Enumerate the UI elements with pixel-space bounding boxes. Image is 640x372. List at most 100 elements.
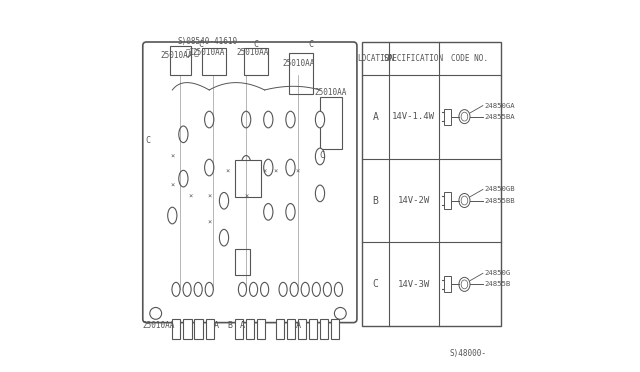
Bar — [362, 42, 501, 326]
Text: S)08540-41610: S)08540-41610 — [178, 37, 238, 46]
Ellipse shape — [264, 203, 273, 220]
Bar — [170, 46, 191, 75]
Bar — [235, 249, 250, 275]
Ellipse shape — [312, 282, 321, 296]
Ellipse shape — [205, 282, 213, 296]
Ellipse shape — [316, 185, 324, 202]
Bar — [195, 319, 203, 339]
Text: 24855B: 24855B — [484, 281, 511, 288]
Ellipse shape — [279, 282, 287, 296]
Text: B: B — [227, 321, 232, 330]
Bar — [289, 53, 312, 94]
Text: 25010AA: 25010AA — [237, 48, 269, 57]
Text: A: A — [240, 321, 245, 330]
Bar — [331, 319, 339, 339]
Text: ×: × — [170, 183, 175, 189]
Text: ×: × — [189, 194, 193, 200]
Text: ×: × — [207, 220, 211, 226]
Bar — [246, 319, 254, 339]
Ellipse shape — [250, 282, 258, 296]
Bar — [444, 109, 451, 125]
Text: LOCATION: LOCATION — [357, 54, 394, 63]
Bar — [235, 319, 243, 339]
Bar — [444, 192, 451, 209]
Ellipse shape — [183, 282, 191, 296]
Ellipse shape — [179, 126, 188, 142]
Bar — [298, 319, 306, 339]
Text: ×: × — [244, 194, 248, 200]
Ellipse shape — [316, 111, 324, 128]
Text: 24850G: 24850G — [484, 270, 511, 276]
Text: C: C — [253, 41, 258, 49]
Ellipse shape — [323, 282, 332, 296]
Bar — [287, 319, 295, 339]
Ellipse shape — [205, 111, 214, 128]
Text: A: A — [372, 112, 378, 122]
Bar — [202, 48, 226, 75]
Text: ×: × — [170, 154, 175, 160]
Text: 25010AA: 25010AA — [282, 59, 315, 68]
Text: 25010AA: 25010AA — [314, 89, 347, 97]
Text: ×: × — [296, 168, 300, 174]
Text: 25010AA: 25010AA — [161, 51, 193, 61]
Bar — [205, 319, 214, 339]
Bar — [309, 319, 317, 339]
FancyBboxPatch shape — [143, 42, 357, 323]
Bar — [257, 319, 266, 339]
Text: SPECIFICATION: SPECIFICATION — [383, 54, 444, 63]
Ellipse shape — [179, 170, 188, 187]
Bar — [444, 276, 451, 292]
Ellipse shape — [286, 159, 295, 176]
Ellipse shape — [239, 282, 246, 296]
Ellipse shape — [172, 282, 180, 296]
Text: C: C — [146, 137, 151, 145]
Ellipse shape — [241, 155, 251, 172]
Text: （I）: （I） — [185, 48, 199, 57]
Ellipse shape — [264, 159, 273, 176]
Bar — [320, 97, 342, 149]
Text: ×: × — [262, 168, 267, 174]
Ellipse shape — [290, 282, 298, 296]
Ellipse shape — [205, 159, 214, 176]
Text: 24850GA: 24850GA — [484, 103, 515, 109]
Text: 14V-2W: 14V-2W — [397, 196, 430, 205]
Text: A: A — [214, 321, 219, 330]
Ellipse shape — [286, 111, 295, 128]
Text: C: C — [308, 41, 313, 49]
Text: ×: × — [207, 194, 211, 200]
Text: ×: × — [273, 168, 278, 174]
Bar — [320, 319, 328, 339]
Bar — [172, 319, 180, 339]
Bar — [244, 48, 268, 75]
Ellipse shape — [459, 110, 470, 124]
Text: B: B — [372, 196, 378, 205]
Text: C: C — [319, 151, 324, 160]
Text: 14V-1.4W: 14V-1.4W — [392, 112, 435, 121]
Ellipse shape — [220, 192, 228, 209]
Ellipse shape — [286, 203, 295, 220]
Text: A: A — [295, 321, 300, 330]
Bar — [184, 319, 191, 339]
Ellipse shape — [241, 111, 251, 128]
Ellipse shape — [194, 282, 202, 296]
Bar — [276, 319, 284, 339]
Text: C: C — [198, 41, 204, 49]
Ellipse shape — [461, 196, 468, 205]
Ellipse shape — [316, 148, 324, 165]
Text: S)48000-: S)48000- — [449, 349, 486, 358]
Ellipse shape — [264, 111, 273, 128]
Ellipse shape — [461, 112, 468, 121]
Ellipse shape — [301, 282, 309, 296]
Text: 24855BB: 24855BB — [484, 198, 515, 203]
Ellipse shape — [461, 280, 468, 289]
Text: 25010AA: 25010AA — [193, 48, 225, 57]
Bar — [235, 160, 261, 197]
Ellipse shape — [220, 230, 228, 246]
Ellipse shape — [168, 207, 177, 224]
Text: 24855BA: 24855BA — [484, 113, 515, 120]
Circle shape — [150, 308, 162, 319]
Text: ×: × — [225, 168, 230, 174]
Ellipse shape — [459, 193, 470, 208]
Text: C: C — [372, 279, 378, 289]
Text: CODE NO.: CODE NO. — [451, 54, 488, 63]
